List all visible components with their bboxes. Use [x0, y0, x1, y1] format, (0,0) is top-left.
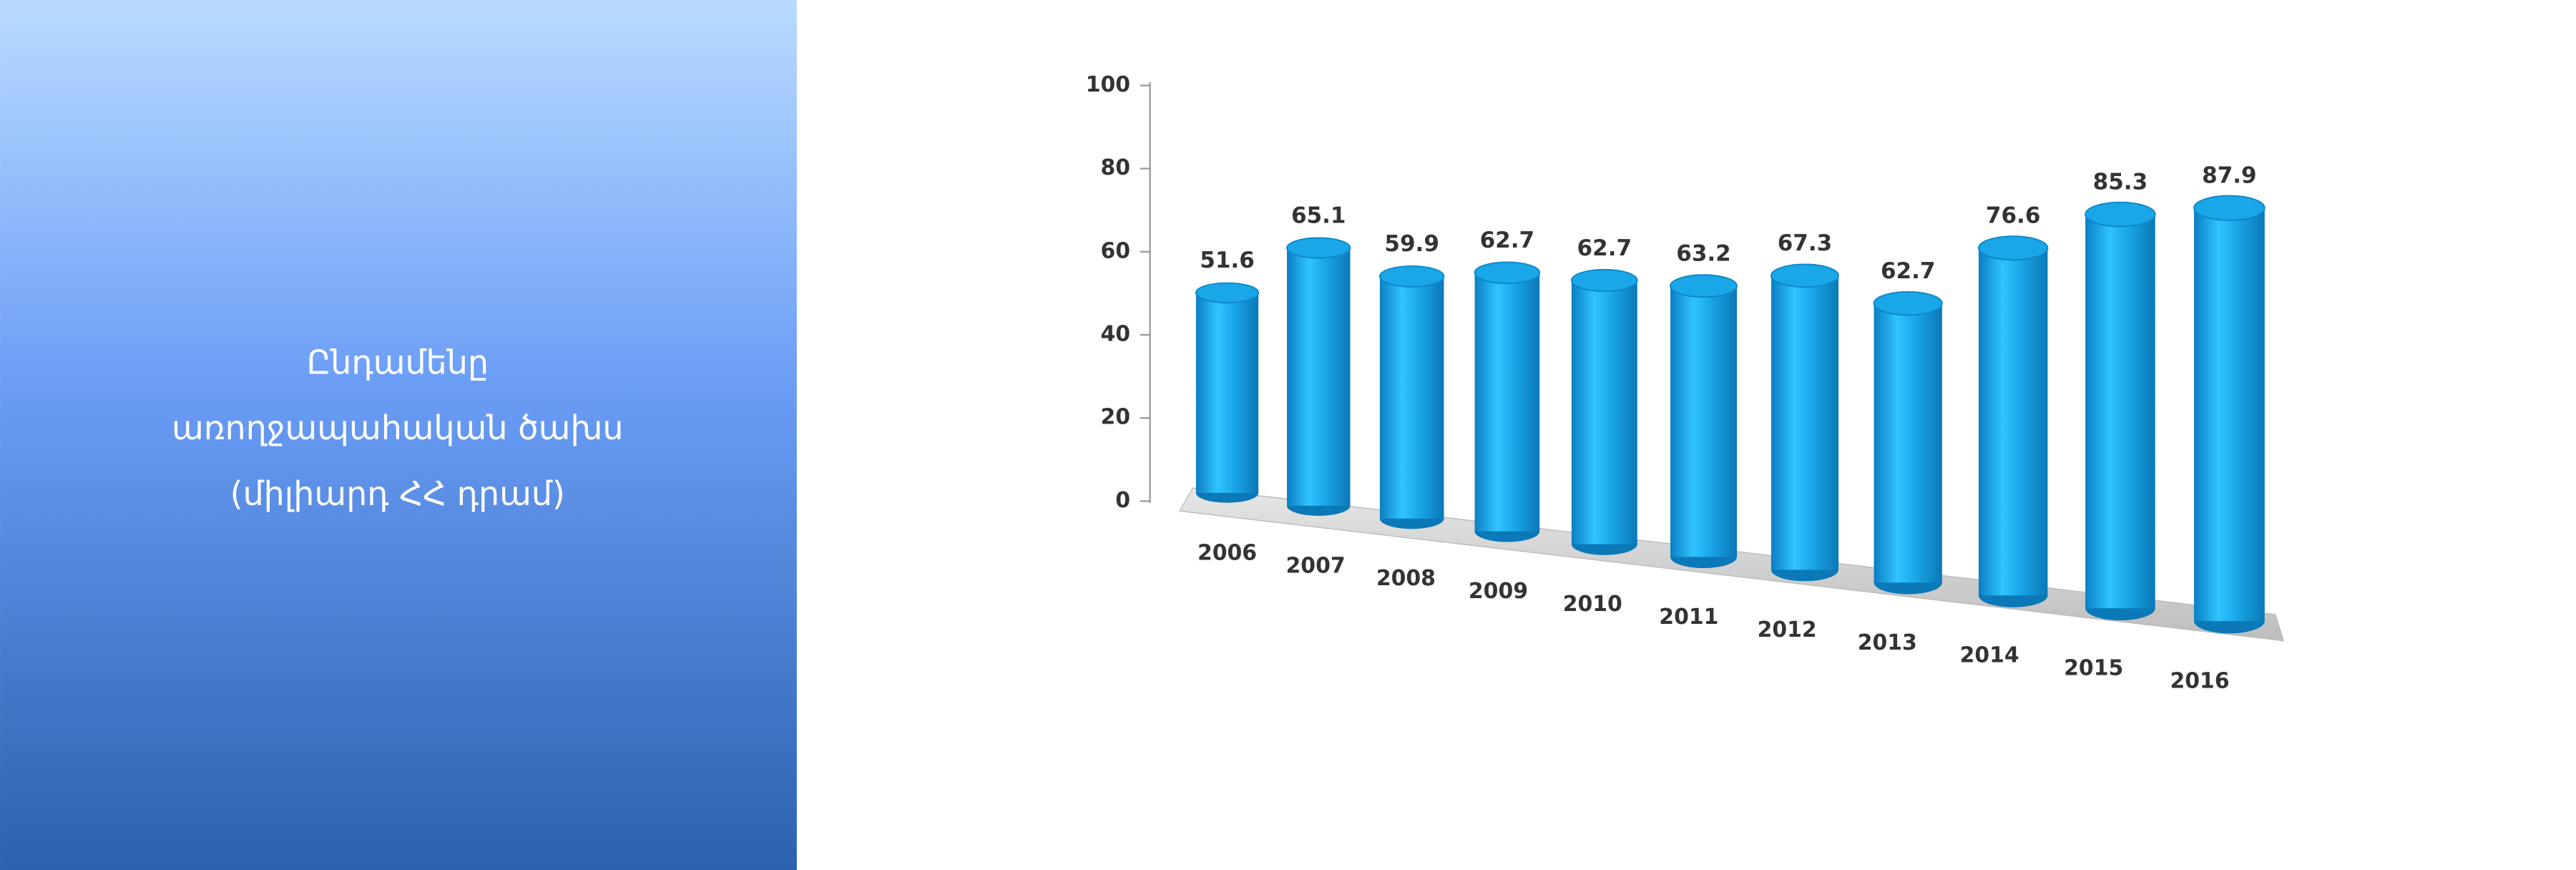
chart: 0 20 40 60 80 100 51.6 2006 65.1 2007 59.9 2008 62.7…	[1086, 72, 2266, 694]
cylinder-body	[2085, 214, 2155, 609]
cylinder	[1770, 263, 1839, 582]
cylinder	[1474, 261, 1541, 542]
value-label: 59.9	[1384, 231, 1439, 257]
value-label: 62.7	[1480, 228, 1535, 253]
cylinder-top	[1378, 265, 1445, 288]
y-tick-label: 0	[1115, 488, 1130, 513]
cylinder-top	[2193, 195, 2266, 221]
value-label: 76.6	[1986, 203, 2041, 229]
cylinder-top	[1770, 263, 1839, 288]
cylinder-body	[1379, 276, 1444, 519]
cylinder-top	[1195, 282, 1260, 303]
y-tick-label: 60	[1101, 238, 1131, 263]
cylinder-body	[1195, 293, 1259, 493]
cylinder-top	[1873, 291, 1943, 316]
y-tick-label: 40	[1101, 322, 1131, 347]
value-label: 51.6	[1200, 248, 1255, 273]
x-tick-label: 2007	[1286, 553, 1346, 578]
cylinder-top	[1474, 261, 1541, 285]
x-tick-label: 2011	[1659, 605, 1718, 630]
x-tick-label: 2013	[1858, 630, 1917, 655]
x-tick-label: 2016	[2170, 669, 2230, 694]
cylinder-body	[1978, 248, 2048, 596]
cylinder-top	[1570, 268, 1638, 293]
cylinder-body	[1474, 273, 1540, 532]
cylinder	[1670, 274, 1738, 569]
cylinder-body	[1771, 275, 1839, 570]
value-label: 67.3	[1778, 230, 1833, 256]
cylinder	[2085, 201, 2156, 621]
cylinder-top	[1978, 235, 2049, 261]
cylinder-body	[1287, 248, 1351, 506]
y-tick-label: 80	[1101, 155, 1131, 180]
cylinder-body	[1670, 285, 1738, 557]
cylinder	[1873, 291, 1943, 595]
value-label: 62.7	[1881, 258, 1936, 284]
x-tick-label: 2009	[1469, 579, 1528, 604]
cylinder-top	[1670, 274, 1738, 298]
y-tick-label: 20	[1101, 405, 1131, 430]
panel-line: (միլիարդ ՀՀ դրամ)	[230, 474, 565, 513]
x-tick-label: 2015	[2064, 656, 2123, 681]
cylinder	[1570, 268, 1638, 555]
value-label: 62.7	[1577, 235, 1632, 261]
x-tick-label: 2008	[1376, 566, 1436, 591]
cylinder-body	[2194, 207, 2265, 622]
x-tick-label: 2012	[1758, 617, 1817, 642]
value-label: 87.9	[2202, 163, 2257, 189]
x-tick-label: 2010	[1563, 592, 1622, 617]
value-label: 85.3	[2093, 170, 2148, 195]
cylinder-body	[1874, 303, 1942, 583]
y-tick-label: 100	[1086, 72, 1130, 97]
value-label: 63.2	[1676, 241, 1731, 267]
panel-line: Ընդամենը	[307, 343, 489, 381]
x-tick-label: 2014	[1960, 643, 2019, 668]
value-label: 65.1	[1291, 202, 1346, 228]
x-tick-label: 2006	[1198, 540, 1257, 565]
cylinder	[2193, 195, 2266, 634]
panel-line: առողջապահական ծախս	[172, 409, 623, 447]
cylinder	[1378, 265, 1445, 529]
cylinder-top	[1286, 237, 1351, 259]
cylinder-body	[1571, 280, 1637, 544]
cylinder	[1286, 237, 1351, 516]
side-panel	[0, 0, 797, 870]
cylinder	[1978, 235, 2049, 607]
cylinder-top	[2085, 201, 2156, 228]
cylinder	[1195, 282, 1260, 503]
